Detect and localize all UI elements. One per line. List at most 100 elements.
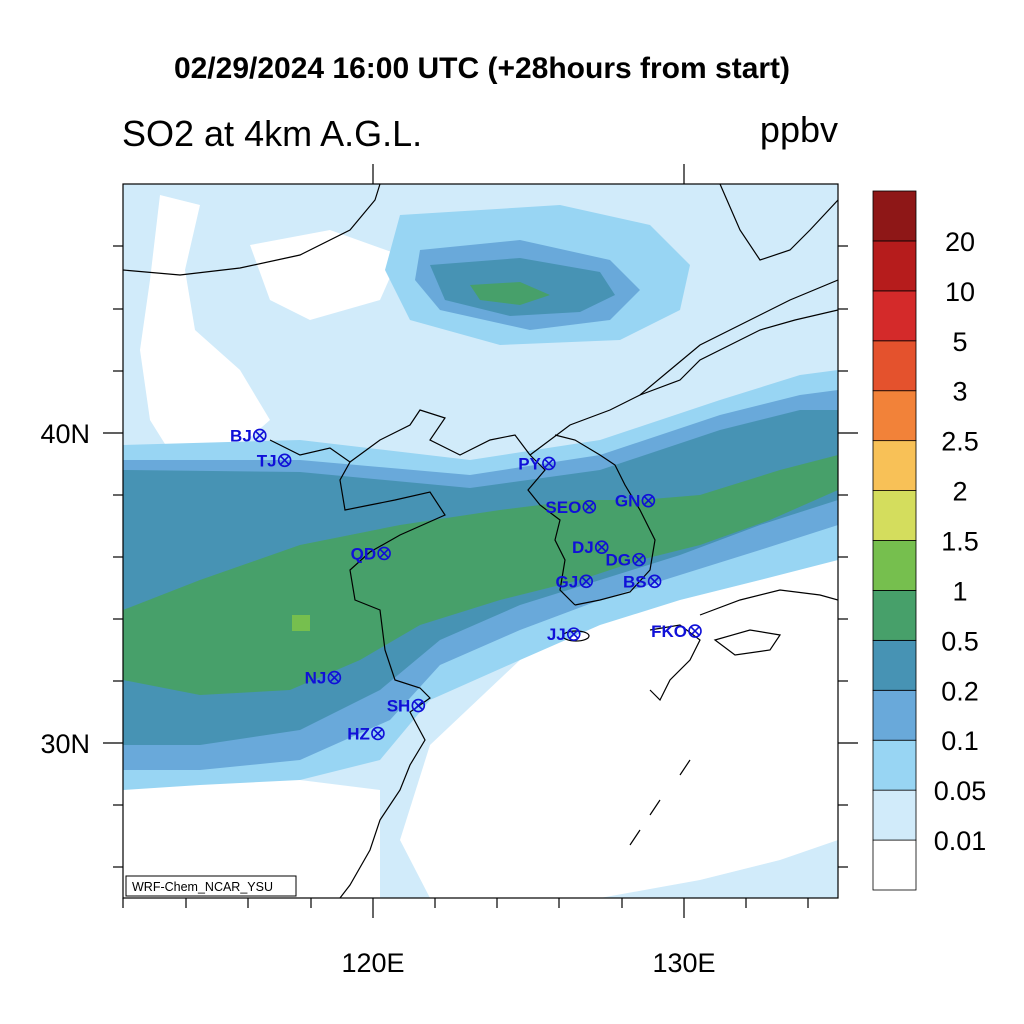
colorbar-level-label: 0.1 [941,726,979,756]
station-gn: GN [615,492,656,511]
station-label: QD [351,544,377,563]
station-dj: DJ [572,538,609,557]
colorbar-swatch [872,240,917,292]
colorbar-swatch [872,639,917,691]
lon-tick-label-130e: 130E [652,948,715,978]
station-label: SH [387,697,411,716]
station-marker-icon [647,574,662,589]
station-label: DJ [572,538,594,557]
axis-ticks [103,164,858,918]
colorbar-level-label: 10 [945,277,975,307]
station-label: PY [518,454,541,473]
variable-label: SO2 at 4km A.G.L. [122,113,422,154]
border-northeast [719,184,838,261]
station-bs: BS [623,572,662,591]
colorbar-level-label: 0.05 [934,776,987,806]
field-band-05-northeast [470,282,550,305]
credit-label: WRF-Chem_NCAR_YSU [132,880,273,894]
coastline-japan-honshu [699,589,838,616]
station-marker-icon [371,726,385,741]
station-hz: HZ [347,724,385,743]
colorbar-level-label: 1 [952,576,967,606]
colorbar-swatch [872,590,917,641]
field-low-southwest [123,775,380,898]
station-marker-icon [277,453,292,468]
colorbar: 0.01 0.05 0.1 0.2 0.5 1 1.5 2 2.5 3 5 10 20 [872,190,987,891]
coastline-japan-shikoku [713,629,782,656]
map-frame [122,183,839,899]
border-china-korea [529,279,838,456]
coastline-ryukyu [629,759,691,846]
station-marker-icon [327,670,342,685]
coastline-russia [639,309,838,396]
station-qd: QD [351,544,391,563]
lat-tick-label-40n: 40N [40,419,90,449]
colorbar-swatch [872,490,917,541]
colorbar-swatch [872,290,917,342]
coastline-korea-east [554,434,656,606]
station-label: TJ [257,451,277,470]
station-gj: GJ [556,572,593,591]
colorbar-level-label: 3 [952,377,967,407]
colorbar-level-label: 0.01 [934,826,987,856]
colorbar-swatch [872,689,917,741]
colorbar-swatch [872,540,917,591]
station-label: JJ [547,625,566,644]
field-band-05-main [123,455,838,695]
colorbar-swatch [872,739,917,791]
station-marker-icon [594,540,609,555]
colorbar-level-label: 2 [952,477,967,507]
station-seo: SEO [545,498,597,517]
colorbar-swatch [872,190,917,242]
station-marker-icon [632,552,646,567]
station-marker-icon [566,627,581,641]
station-bj: BJ [230,426,267,445]
map-panel: BJ TJ PY SEO GN DJ DG QD GJ BS JJ FKO NJ SH HZ WRF-Che… [40,164,858,978]
colorbar-swatch [872,390,917,442]
colorbar-swatch [872,340,917,392]
border-mongolia [123,184,381,276]
colorbar-level-label: 2.5 [941,427,979,457]
field-low-northwest [140,195,270,460]
field-low-south [400,495,838,898]
field-band-1-patch [292,615,310,631]
station-sh: SH [387,697,426,716]
colorbar-swatch [872,839,917,891]
station-marker-icon [582,500,597,514]
colorbar-swatch [872,440,917,491]
station-nj: NJ [305,669,342,688]
station-marker-icon [641,493,656,508]
figure-title: 02/29/2024 16:00 UTC (+28hours from star… [174,52,790,85]
colorbar-swatch [872,789,917,841]
field-low-north [250,230,400,320]
station-label: DG [606,551,632,570]
station-label: BS [623,572,647,591]
lon-tick-label-120e: 120E [341,948,404,978]
station-marker-icon [579,574,593,589]
coastline-japan-kyushu [649,624,701,702]
station-label: HZ [347,724,370,743]
station-marker-icon [411,698,426,713]
colorbar-level-label: 0.5 [941,626,979,656]
station-jj: JJ [547,625,581,644]
station-fko: FKO [651,622,702,641]
colorbar-level-label: 0.2 [941,676,979,706]
station-marker-icon [377,546,391,561]
colorbar-level-label: 20 [945,227,975,257]
credit-box [125,875,297,897]
coastlines [123,184,838,898]
so2-concentration-field [123,195,838,898]
coastline-liaodong [349,409,531,463]
station-marker-icon [542,456,556,471]
station-label: GN [615,492,641,511]
station-marker-icon [688,624,702,638]
coastline-korea-west [527,454,576,606]
station-label: NJ [305,669,327,688]
station-label: FKO [651,622,687,641]
station-dg: DG [606,551,646,570]
colorbar-level-label: 1.5 [941,527,979,557]
station-label: BJ [230,426,252,445]
lat-tick-label-30n: 30N [40,729,90,759]
coastline-china-east [269,439,446,898]
